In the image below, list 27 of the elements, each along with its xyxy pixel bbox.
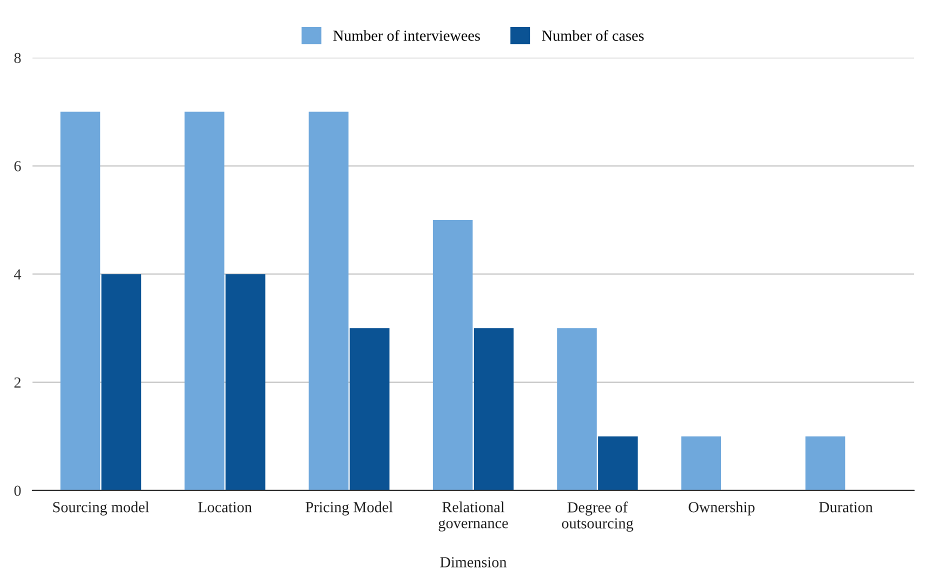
y-tick-label: 4 bbox=[14, 269, 22, 280]
bar bbox=[101, 274, 142, 490]
x-tick-label: Relational governance bbox=[438, 502, 508, 532]
bar bbox=[474, 328, 514, 490]
bar bbox=[350, 328, 390, 490]
x-tick-label: Duration bbox=[819, 502, 873, 512]
x-tick-label: Location bbox=[198, 502, 252, 512]
bar bbox=[557, 328, 597, 490]
bar bbox=[60, 112, 100, 490]
bar bbox=[308, 112, 348, 490]
x-tick-label: Ownership bbox=[688, 502, 755, 516]
legend-label: Number of cases bbox=[542, 30, 644, 41]
bar bbox=[681, 436, 721, 490]
x-tick-label: Pricing Model bbox=[306, 502, 393, 516]
y-tick-label: 6 bbox=[14, 161, 21, 172]
bar bbox=[226, 274, 266, 490]
x-tick-label: Sourcing model bbox=[53, 502, 150, 516]
bar bbox=[184, 112, 224, 490]
x-tick-label: Degree of outsourcing bbox=[562, 502, 634, 532]
bar bbox=[432, 220, 473, 490]
y-tick-label: 0 bbox=[14, 486, 21, 496]
x-axis-title: Dimension bbox=[440, 557, 507, 568]
y-tick-label: 2 bbox=[14, 377, 21, 388]
y-tick-label: 8 bbox=[14, 52, 21, 64]
bar bbox=[598, 436, 638, 490]
bar bbox=[805, 436, 846, 490]
legend-label: Number of interviewees bbox=[333, 30, 480, 41]
